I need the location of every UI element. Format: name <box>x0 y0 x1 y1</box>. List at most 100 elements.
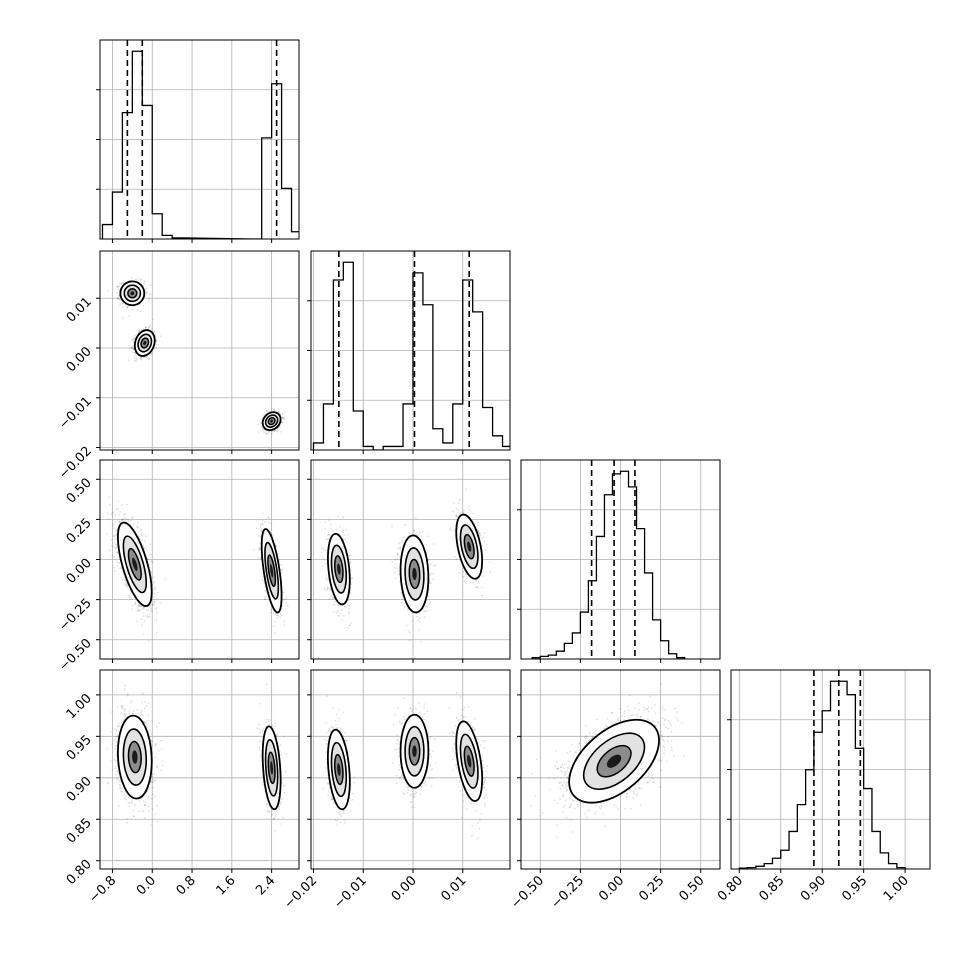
scatter-point <box>125 583 128 586</box>
scatter-point <box>277 410 280 413</box>
scatter-point <box>114 513 117 516</box>
scatter-point <box>269 611 272 614</box>
scatter-point <box>128 344 131 347</box>
panel-2-0: −0.50−0.250.000.250.50 <box>56 459 300 675</box>
scatter-point <box>132 348 135 350</box>
scatter-point <box>278 410 280 413</box>
scatter-point <box>139 537 141 540</box>
scatter-point <box>159 335 162 338</box>
scatter-point <box>154 335 157 338</box>
scatter-point <box>134 600 137 603</box>
scatter-point <box>262 429 265 432</box>
scatter-point <box>341 618 344 621</box>
scatter-point <box>273 409 276 411</box>
scatter-point <box>262 580 265 582</box>
scatter-point <box>257 424 260 426</box>
scatter-point <box>122 516 125 519</box>
y-tick-label: −0.02 <box>56 444 95 483</box>
scatter-point <box>142 615 145 617</box>
scatter-point <box>342 529 345 531</box>
scatter-point <box>120 520 123 522</box>
scatter-point <box>113 570 116 573</box>
scatter-point <box>326 533 329 536</box>
scatter-point <box>276 614 279 617</box>
scatter-point <box>260 530 263 533</box>
scatter-point <box>261 512 264 515</box>
scatter-point <box>105 532 108 535</box>
scatter-point <box>265 432 268 435</box>
scatter-point <box>263 431 266 434</box>
scatter-point <box>349 560 352 563</box>
scatter-point <box>267 431 270 434</box>
scatter-point <box>152 604 155 606</box>
scatter-point <box>111 554 114 557</box>
scatter-point <box>274 620 277 623</box>
panel-frame <box>99 39 300 240</box>
scatter-point <box>133 351 136 354</box>
scatter-point <box>280 568 283 571</box>
panel-1-1 <box>307 250 511 454</box>
scatter-point <box>283 598 286 601</box>
scatter-point <box>259 548 262 551</box>
scatter-point <box>347 533 350 536</box>
scatter-point <box>270 528 273 531</box>
panel-content <box>100 251 299 450</box>
scatter-point <box>126 586 128 589</box>
scatter-point <box>132 341 135 343</box>
scatter-point <box>327 533 330 536</box>
scatter-point <box>136 277 139 280</box>
scatter-point <box>138 605 141 608</box>
scatter-point <box>271 407 273 410</box>
scatter-point <box>321 556 324 559</box>
scatter-point <box>107 518 110 521</box>
scatter-point <box>144 280 147 283</box>
scatter-point <box>139 528 142 531</box>
scatter-point <box>110 538 113 541</box>
scatter-point <box>260 425 263 428</box>
scatter-point <box>391 560 394 563</box>
scatter-point <box>126 503 129 506</box>
scatter-point <box>151 604 154 607</box>
scatter-point <box>151 561 154 563</box>
scatter-point <box>149 293 152 296</box>
scatter-point <box>141 539 144 542</box>
scatter-point <box>155 618 158 621</box>
scatter-point <box>148 326 150 329</box>
scatter-point <box>117 565 119 567</box>
scatter-point <box>332 597 334 599</box>
scatter-point <box>121 303 124 305</box>
scatter-point <box>147 640 150 642</box>
scatter-point <box>143 607 145 610</box>
scatter-point <box>111 524 114 527</box>
scatter-point <box>348 554 351 557</box>
scatter-point <box>136 309 139 312</box>
scatter-point <box>255 527 258 529</box>
scatter-point <box>267 521 270 524</box>
scatter-point <box>145 609 148 611</box>
scatter-point <box>153 600 156 603</box>
scatter-point <box>108 496 111 499</box>
scatter-point <box>351 577 354 579</box>
density-core <box>270 419 274 423</box>
scatter-point <box>329 589 332 591</box>
scatter-point <box>119 567 122 570</box>
scatter-point <box>110 513 113 516</box>
scatter-point <box>127 594 129 597</box>
scatter-point <box>145 293 148 296</box>
scatter-point <box>349 591 352 594</box>
scatter-point <box>134 352 136 354</box>
scatter-point <box>112 535 115 538</box>
scatter-point <box>118 561 121 564</box>
scatter-point <box>119 303 121 306</box>
y-tick-label: −0.25 <box>56 596 95 635</box>
scatter-point <box>140 541 143 544</box>
scatter-point <box>164 577 167 580</box>
scatter-point <box>325 577 328 579</box>
scatter-point <box>142 633 145 635</box>
scatter-point <box>144 325 147 328</box>
scatter-point <box>325 579 328 582</box>
scatter-point <box>147 327 150 330</box>
scatter-point <box>132 338 135 341</box>
scatter-point <box>265 409 268 412</box>
scatter-point <box>143 356 146 359</box>
